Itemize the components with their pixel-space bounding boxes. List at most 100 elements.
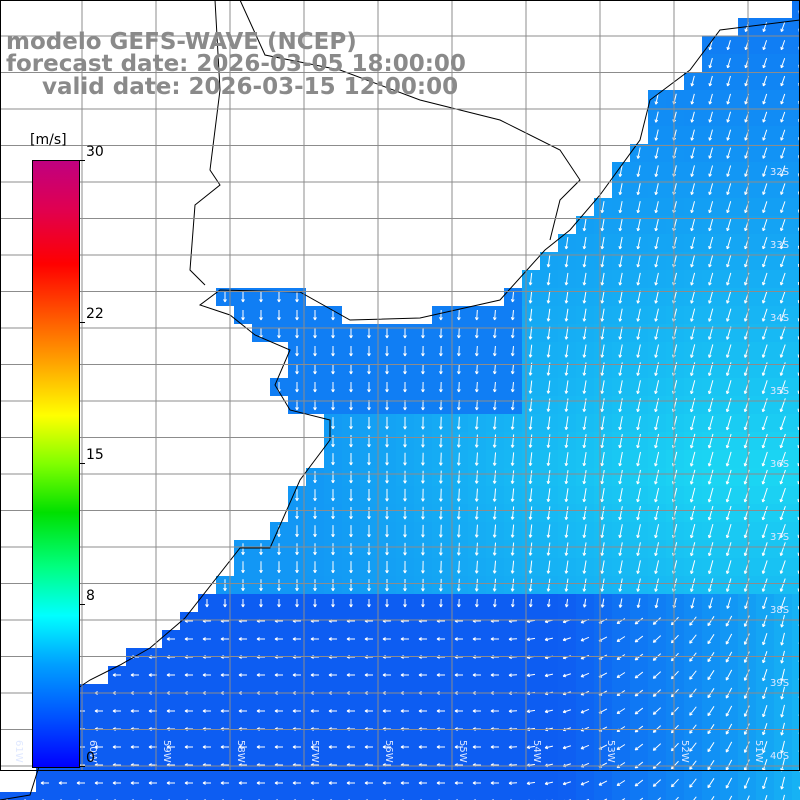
wind-arrow <box>727 93 731 105</box>
colorbar-tick <box>79 463 85 464</box>
wind-arrow <box>725 615 733 627</box>
wind-arrow <box>529 434 533 448</box>
wind-arrow-head <box>296 497 299 501</box>
wind-arrow <box>707 634 715 644</box>
wind-arrow-head <box>780 499 784 503</box>
wind-arrow <box>726 183 732 195</box>
wind-arrow-head <box>364 638 368 641</box>
wind-arrow-head <box>653 677 657 679</box>
wind-arrow <box>637 326 641 340</box>
wind-arrow <box>655 598 659 608</box>
wind-arrow-head <box>708 499 712 503</box>
wind-arrow <box>458 470 460 484</box>
wind-arrow <box>690 487 696 503</box>
wind-arrow <box>583 290 587 304</box>
wind-arrow-head <box>689 695 693 698</box>
wind-arrow-head <box>708 481 712 485</box>
wind-arrow-head <box>726 696 730 699</box>
wind-arrow <box>494 327 496 339</box>
wind-arrow-head <box>346 710 350 713</box>
wind-arrow-head <box>565 499 569 503</box>
wind-arrow-head <box>202 638 206 641</box>
wind-arrow-head <box>762 696 766 700</box>
wind-arrow <box>690 272 696 286</box>
wind-arrow <box>476 452 478 466</box>
wind-speed-cell <box>288 792 306 800</box>
wind-arrow-head <box>762 553 766 557</box>
wind-arrow-head <box>494 498 497 502</box>
wind-arrow <box>690 523 696 539</box>
wind-arrow-head <box>494 444 497 448</box>
wind-speed-cell <box>540 792 558 800</box>
wind-arrow <box>637 308 641 322</box>
wind-arrow-head <box>565 354 569 358</box>
wind-arrow-head <box>490 620 494 623</box>
wind-arrow <box>529 308 533 322</box>
wind-arrow-head <box>547 408 551 412</box>
wind-arrow-head <box>166 782 170 785</box>
wind-arrow <box>580 636 590 642</box>
wind-arrow-head <box>726 210 730 214</box>
wind-arrow <box>652 779 662 787</box>
wind-arrow-head <box>242 299 245 303</box>
wind-arrow <box>762 759 768 771</box>
wind-arrow <box>708 326 714 340</box>
wind-arrow-head <box>220 782 224 785</box>
wind-arrow <box>621 798 626 800</box>
wind-arrow-head <box>422 389 425 393</box>
wind-arrow-head <box>762 606 766 610</box>
wind-arrow <box>529 380 533 394</box>
wind-arrow-head <box>780 606 784 610</box>
wind-arrow-head <box>494 604 497 608</box>
wind-arrow-head <box>780 65 784 69</box>
wind-arrow-head <box>601 372 605 376</box>
wind-arrow-head <box>780 589 784 592</box>
wind-arrow-head <box>400 782 404 785</box>
wind-arrow <box>655 272 659 286</box>
wind-arrow-head <box>726 318 730 322</box>
wind-arrow-head <box>690 553 694 557</box>
wind-arrow-head <box>762 750 766 754</box>
wind-arrow <box>655 219 659 231</box>
wind-arrow-head <box>529 426 533 430</box>
colorbar-tick-label: 22 <box>86 305 104 322</box>
wind-arrow-head <box>726 373 730 376</box>
wind-arrow <box>583 236 587 250</box>
wind-arrow-head <box>547 264 551 268</box>
wind-arrow-head <box>292 746 296 749</box>
wind-arrow-head <box>476 317 479 321</box>
wind-arrow-head <box>529 282 533 286</box>
wind-arrow <box>780 380 786 394</box>
wind-arrow <box>671 616 679 626</box>
wind-arrow <box>619 506 623 520</box>
wind-arrow-head <box>94 710 98 713</box>
wind-arrow <box>493 434 497 448</box>
wind-arrow-head <box>454 710 458 713</box>
wind-arrow-head <box>512 353 515 357</box>
wind-arrow <box>780 326 786 340</box>
wind-arrow-head <box>256 656 260 659</box>
wind-arrow-head <box>296 533 299 537</box>
wind-arrow <box>476 524 478 538</box>
wind-arrow-head <box>494 570 497 574</box>
wind-arrow <box>780 40 786 50</box>
wind-arrow-head <box>332 444 335 448</box>
wind-arrow-head <box>472 656 476 659</box>
wind-arrow <box>655 111 659 123</box>
wind-arrow-head <box>364 656 368 659</box>
wind-arrow-head <box>619 354 623 358</box>
wind-arrow-head <box>762 535 766 539</box>
wind-arrow-head <box>238 620 242 623</box>
wind-arrow-head <box>472 746 476 749</box>
wind-arrow-head <box>310 620 314 623</box>
wind-arrow-head <box>689 785 693 788</box>
wind-arrow-head <box>472 674 476 677</box>
wind-arrow-head <box>619 570 623 574</box>
wind-arrow-head <box>709 65 713 69</box>
wind-arrow <box>544 673 554 677</box>
wind-arrow-head <box>744 535 748 539</box>
wind-arrow <box>652 617 662 625</box>
wind-arrow-head <box>328 782 332 785</box>
wind-speed-cell <box>306 792 324 800</box>
wind-arrow <box>601 451 605 467</box>
